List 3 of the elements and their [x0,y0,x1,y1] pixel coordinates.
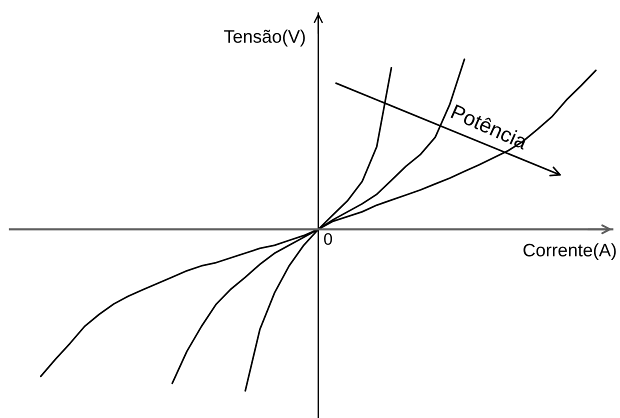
x-axis-title: Corrente(A) [524,243,616,260]
annotation: 0 [324,233,332,245]
y-axis-title: Tensão(V) [224,30,305,46]
